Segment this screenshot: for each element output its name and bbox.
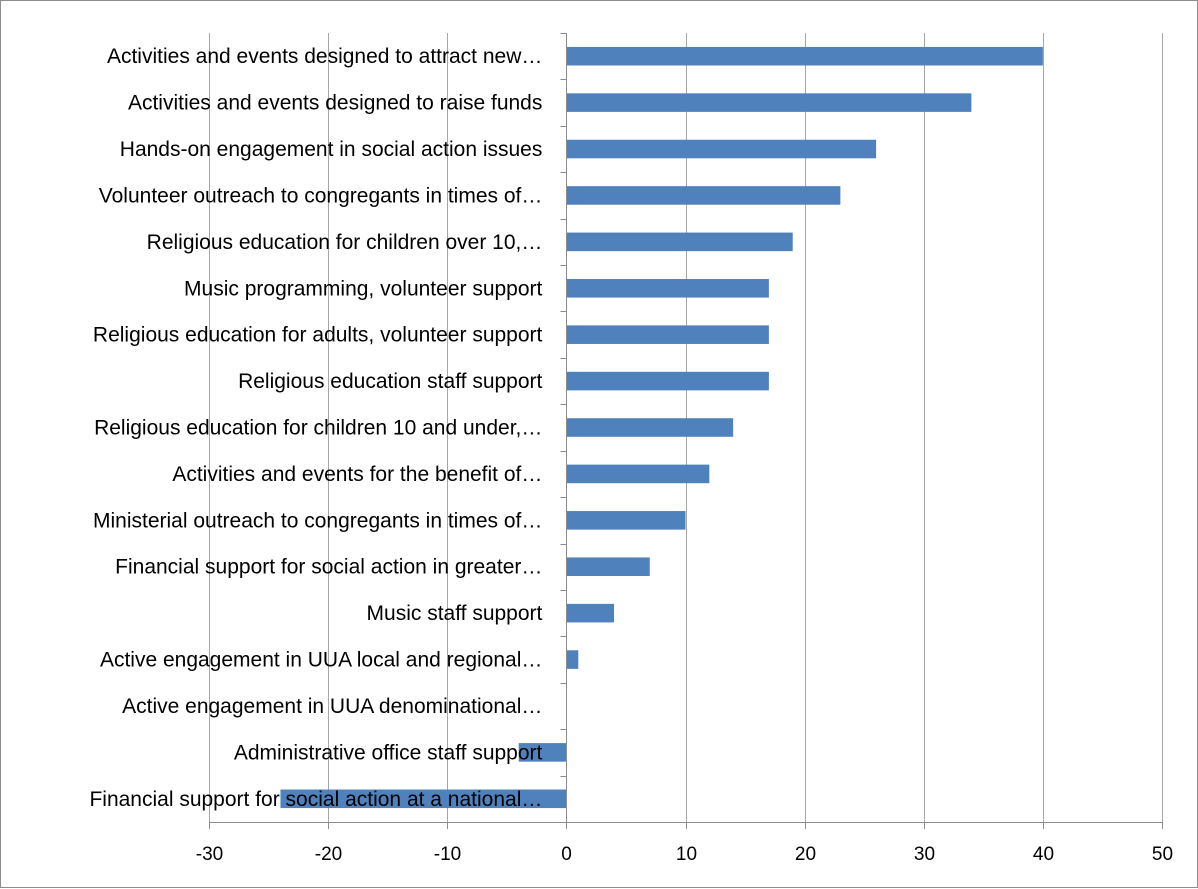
bar	[566, 418, 734, 437]
category-label: Active engagement in UUA denominational…	[122, 695, 542, 718]
category-label: Religious education staff support	[238, 370, 542, 393]
category-label: Music programming, volunteer support	[184, 277, 542, 300]
category-label: Religious education for adults, voluntee…	[93, 324, 543, 347]
x-tick-labels: -30 -20 -10 0 10 20 30 40 50	[196, 844, 1173, 865]
bar	[566, 650, 579, 669]
x-tick-label: 0	[561, 844, 572, 865]
x-tick-label: -20	[315, 844, 342, 865]
bar	[566, 464, 710, 484]
category-label: Religious education for children 10 and …	[94, 417, 542, 440]
bar	[566, 371, 769, 391]
x-tick-label: 40	[1033, 844, 1054, 865]
x-tick-label: -30	[196, 844, 223, 865]
x-tick-label: -10	[434, 844, 461, 865]
bar	[566, 557, 650, 577]
x-tick-label: 30	[914, 844, 935, 865]
bar	[566, 93, 972, 112]
x-tick-label: 10	[676, 844, 697, 865]
bars	[280, 46, 1043, 809]
category-label: Activities and events designed to raise …	[128, 92, 542, 115]
bar	[566, 278, 769, 298]
category-label: Music staff support	[367, 602, 543, 625]
category-label: Activities and events for the benefit of…	[172, 463, 542, 486]
bar	[566, 325, 769, 344]
bar	[566, 139, 877, 159]
category-label: Financial support for social action in g…	[115, 556, 542, 579]
category-label: Volunteer outreach to congregants in tim…	[99, 184, 543, 207]
bar	[566, 186, 841, 205]
bar	[518, 743, 567, 762]
x-tick-label: 20	[795, 844, 816, 865]
category-label: Activities and events designed to attrac…	[107, 45, 542, 68]
bar	[566, 511, 686, 530]
category-label: Religious education for children over 10…	[147, 231, 543, 254]
bar	[566, 603, 615, 623]
x-tick-label: 50	[1152, 844, 1173, 865]
category-labels: Activities and events designed to attrac…	[89, 45, 542, 811]
bar	[566, 232, 793, 252]
category-label: Financial support for social action at a…	[89, 788, 542, 811]
axes	[209, 33, 1163, 829]
category-label: Administrative office staff support	[234, 741, 543, 764]
category-label: Ministerial outreach to congregants in t…	[93, 509, 542, 532]
category-label: Hands-on engagement in social action iss…	[120, 138, 543, 161]
gridlines	[209, 33, 1163, 822]
category-label: Active engagement in UUA local and regio…	[100, 649, 542, 672]
bar	[566, 46, 1043, 66]
bar	[280, 789, 567, 809]
